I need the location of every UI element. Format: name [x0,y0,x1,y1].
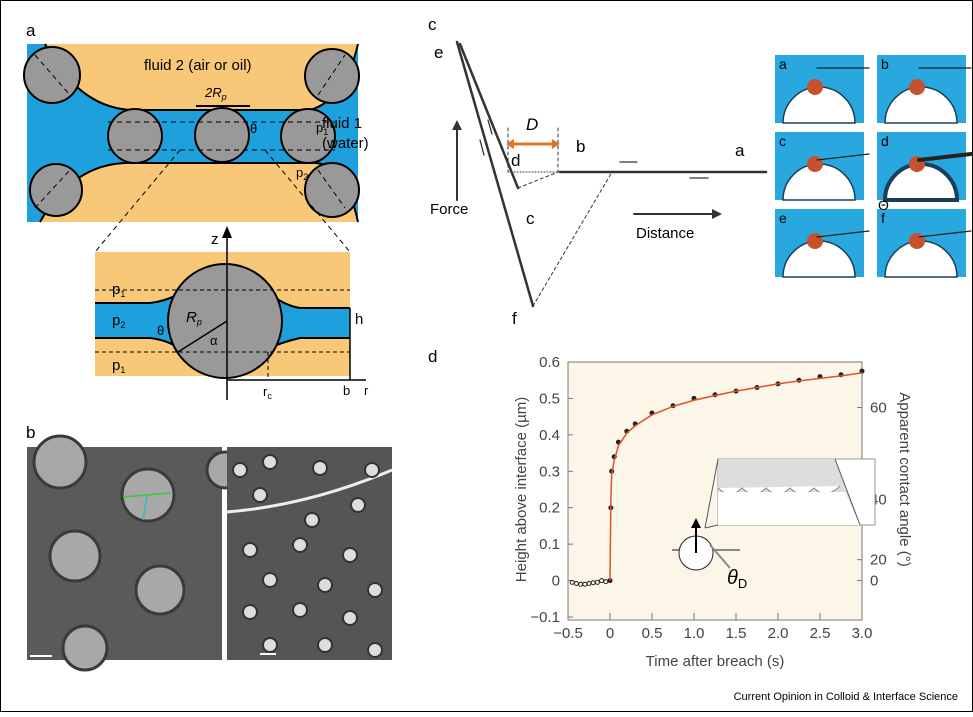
tile-label: b [881,56,889,72]
probe [807,156,823,172]
figure: a b c d fluid 2 (air or oil) 2Rp θ p1 fl… [0,0,973,712]
label: h [355,311,363,328]
x-tick-label: 1.5 [726,625,747,642]
label: b [576,137,585,156]
probe [909,233,925,249]
label: D [526,115,538,134]
label: θ [157,323,164,338]
label: fluid 1 [322,115,362,132]
label: a [735,141,745,160]
label: Θ [878,197,889,213]
label: Distance [636,225,694,242]
fluid [718,492,860,525]
x-axis-label: Time after breach (s) [646,653,785,670]
y-tick-label: 0.2 [539,500,560,517]
x-tick-label: 3.0 [852,625,873,642]
label: (water) [322,135,369,152]
panel-label: b [26,423,35,442]
panel-label: a [26,21,36,40]
scale-bar [260,653,276,655]
label: d [511,151,520,170]
y-axis-label: Height above interface (µm) [513,397,530,582]
panel-b [27,436,392,670]
y-tick-label: 0 [552,573,560,590]
label: f [512,309,517,328]
label: θ [250,121,257,136]
x-tick-label: −0.5 [553,625,583,642]
y-tick-label: 0.1 [539,536,560,553]
label: fluid 2 (air or oil) [144,57,252,74]
panel-label: c [428,15,437,34]
y2-axis-label: Apparent contact angle (°) [896,392,913,566]
probe [807,79,823,95]
x-tick-label: 2.5 [810,625,831,642]
y-tick-label: 0.4 [539,427,560,444]
scale-bar [30,655,52,657]
y-tick-label: 0.6 [539,354,560,371]
x-tick-label: 2.0 [768,625,789,642]
y2-tick-label: 60 [870,400,887,417]
y-tick-label: 0.3 [539,463,560,480]
label: e [434,43,443,62]
label: z [211,231,219,248]
panel-label: d [428,347,437,366]
x-tick-label: 1.0 [684,625,705,642]
tile-label: d [881,133,889,149]
x-tick-label: 0.5 [642,625,663,642]
tile-label: e [779,210,787,226]
y-tick-label: 0.5 [539,390,560,407]
y-tick-label: −0.1 [530,609,560,626]
tile-label: a [779,56,787,72]
y2-tick-label: 20 [870,552,887,569]
x-tick-label: 0 [606,625,614,642]
label: r [364,383,369,398]
y2-tick-label: 0 [870,573,878,590]
probe [807,233,823,249]
probe [909,79,925,95]
label: Force [430,201,468,218]
footer: Current Opinion in Colloid & Interface S… [734,691,958,703]
label: α [210,333,218,348]
label: c [526,209,535,228]
tile-label: c [779,133,786,149]
label: b [343,383,350,398]
